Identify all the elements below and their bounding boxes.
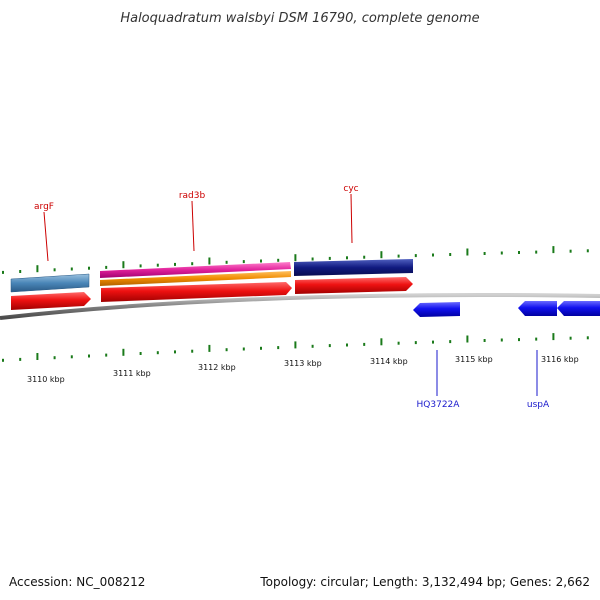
scale-label: 3116 kbp: [541, 355, 579, 364]
reverse-gene-arrow-uspA[interactable]: [518, 301, 557, 316]
genome-summary-text: Topology: circular; Length: 3,132,494 bp…: [259, 575, 590, 589]
gene-bar-cyc[interactable]: [294, 259, 413, 276]
forward-gene-arrow[interactable]: [11, 292, 91, 310]
leader-line-argF: [43, 211, 49, 262]
outer-tick-row: [2, 246, 589, 274]
scale-labels: 3110 kbp 3111 kbp 3112 kbp 3113 kbp 3114…: [27, 355, 579, 384]
forward-gene-arrow[interactable]: [101, 282, 292, 302]
scale-label: 3113 kbp: [284, 359, 322, 368]
gene-bar-rad3b-pink[interactable]: [100, 262, 291, 278]
scale-label: 3110 kbp: [27, 375, 65, 384]
gene-label-HQ3722A[interactable]: HQ3722A: [417, 400, 461, 410]
scale-label: 3111 kbp: [113, 369, 151, 378]
gene-label-uspA[interactable]: uspA: [527, 400, 550, 410]
accession-text: Accession: NC_008212: [9, 575, 145, 589]
reverse-gene-arrow-HQ3722A[interactable]: [413, 302, 460, 317]
gene-bar-rad3b-orange[interactable]: [100, 271, 291, 286]
gene-label-argF[interactable]: argF: [34, 202, 54, 212]
scale-label: 3115 kbp: [455, 355, 493, 364]
scale-label: 3114 kbp: [370, 357, 408, 366]
gene-bar-argF[interactable]: [10, 273, 90, 293]
genome-backbone: [0, 292, 600, 320]
gene-label-rad3b[interactable]: rad3b: [179, 191, 206, 201]
forward-gene-arrow[interactable]: [295, 277, 413, 294]
reverse-gene-arrow[interactable]: [557, 301, 600, 316]
leader-line-rad3b: [191, 200, 195, 252]
page-title: Haloquadratum walsbyi DSM 16790, complet…: [120, 11, 479, 26]
scale-label: 3112 kbp: [198, 363, 236, 372]
leader-line-cyc: [350, 193, 353, 244]
inner-tick-row: [2, 333, 589, 362]
gene-label-cyc[interactable]: cyc: [343, 184, 358, 194]
